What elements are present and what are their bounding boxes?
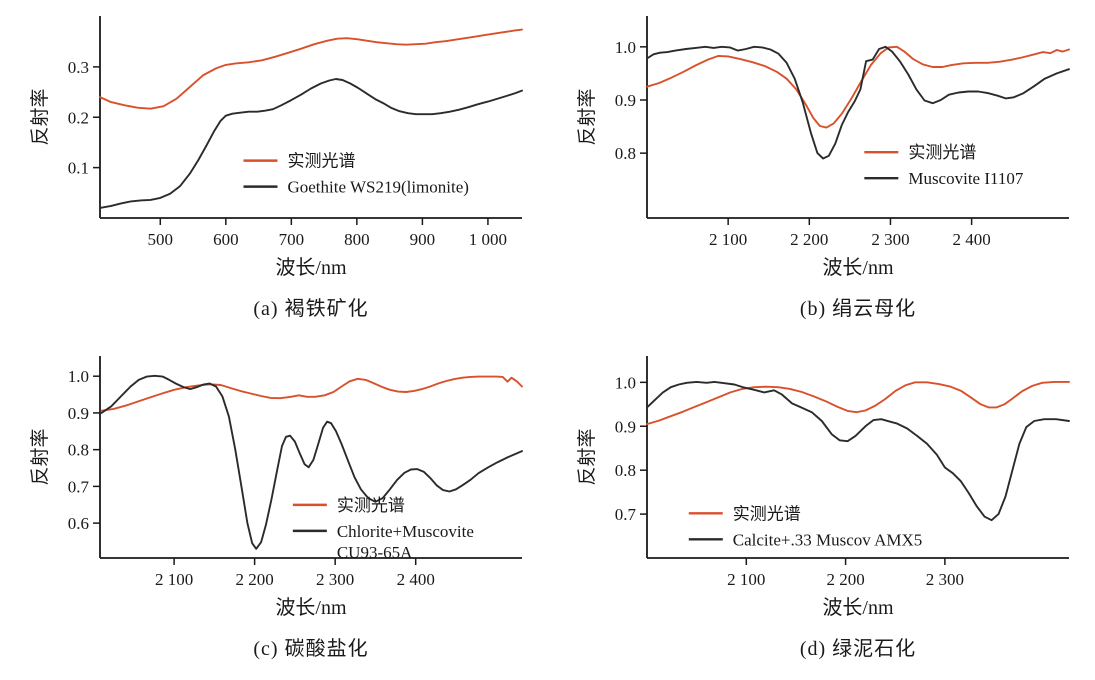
- y-axis-label: 反射率: [29, 88, 51, 145]
- chart-c-caption: (c) 碳酸盐化: [253, 638, 369, 660]
- x-tick-label: 600: [213, 230, 239, 249]
- y-tick-label: 1.0: [68, 367, 89, 386]
- series-line-measured: [99, 28, 523, 110]
- y-tick-label: 0.9: [615, 417, 636, 436]
- panel-b: 0.8 0.9 1.0 2 100 2 200 2 300 2 400 反射率波长/nm 实测光…: [547, 0, 1094, 340]
- legend-label: CU93-65A: [337, 543, 413, 562]
- series-line-measured: [100, 375, 523, 412]
- x-tick-label: 2 300: [316, 570, 354, 589]
- y-tick-label: 0.9: [68, 404, 89, 423]
- series-line-reference: [100, 374, 523, 550]
- y-tick-label: 0.2: [68, 108, 89, 127]
- series-line-measured: [646, 45, 1070, 129]
- y-tick-label: 0.7: [615, 505, 637, 524]
- x-tick-label: 2 400: [397, 570, 435, 589]
- y-axis-label: 反射率: [576, 428, 598, 485]
- legend-label: 实测光谱: [287, 152, 355, 171]
- y-tick-label: 0.6: [68, 514, 89, 533]
- x-tick-label: 800: [344, 230, 370, 249]
- y-axis-label: 反射率: [576, 88, 598, 145]
- chart-b-caption: (b) 绢云母化: [799, 298, 917, 320]
- panel-c: 0.6 0.7 0.8 0.9 1.0 2 100 2 200 2 300 2 400 反射率波长…: [0, 340, 547, 680]
- legend-label: Chlorite+Muscovite: [337, 522, 474, 541]
- legend-label: Muscovite I1107: [908, 169, 1024, 188]
- x-tick-label: 2 100: [727, 570, 765, 589]
- y-tick-label: 0.1: [68, 159, 89, 178]
- x-tick-label: 500: [148, 230, 174, 249]
- x-tick-label: 900: [410, 230, 436, 249]
- y-tick-label: 1.0: [615, 373, 636, 392]
- x-tick-label: 2 100: [155, 570, 193, 589]
- y-tick-label: 0.8: [615, 461, 636, 480]
- y-tick-label: 0.8: [68, 441, 89, 460]
- x-tick-label: 2 100: [709, 230, 747, 249]
- y-tick-label: 0.8: [615, 144, 636, 163]
- series-line-measured: [646, 380, 1070, 426]
- x-tick-label: 2 200: [790, 230, 828, 249]
- chart-c-canvas: 0.6 0.7 0.8 0.9 1.0 2 100 2 200 2 300 2 400 反射率波长…: [29, 356, 523, 619]
- x-tick-label: 1 000: [469, 230, 507, 249]
- x-tick-label: 700: [279, 230, 305, 249]
- x-axis-label: 波长/nm: [275, 256, 347, 279]
- y-tick-label: 0.7: [68, 477, 90, 496]
- x-tick-label: 2 300: [926, 570, 964, 589]
- series-line-reference: [646, 45, 1070, 160]
- x-axis-label: 波长/nm: [822, 596, 894, 619]
- legend-label: 实测光谱: [733, 504, 801, 523]
- x-tick-label: 2 400: [952, 230, 990, 249]
- x-tick-label: 2 200: [236, 570, 274, 589]
- chart-d-caption: (d) 绿泥石化: [799, 638, 917, 660]
- series-line-reference: [646, 380, 1070, 522]
- legend-label: 实测光谱: [908, 143, 976, 162]
- y-tick-label: 1.0: [615, 38, 636, 57]
- x-tick-label: 2 300: [871, 230, 909, 249]
- x-tick-label: 2 200: [826, 570, 864, 589]
- y-tick-label: 0.3: [68, 58, 89, 77]
- legend-label: Calcite+.33 Muscov AMX5: [733, 530, 923, 549]
- y-axis-label: 反射率: [29, 428, 51, 485]
- legend-label: Goethite WS219(limonite): [287, 178, 468, 197]
- x-axis-label: 波长/nm: [275, 596, 347, 619]
- series-line-reference: [99, 78, 523, 209]
- chart-a-caption: (a) 褐铁矿化: [253, 298, 369, 320]
- legend-label: 实测光谱: [337, 496, 405, 515]
- x-axis-label: 波长/nm: [822, 256, 894, 279]
- y-tick-label: 0.9: [615, 91, 636, 110]
- panel-d: 0.7 0.8 0.9 1.0 2 100 2 200 2 300 反射率波长/nm 实测光谱 C…: [547, 340, 1094, 680]
- panel-a: 0.1 0.2 0.3 500 600 700 800 900 1 000 反射率波长/nm 实测光…: [0, 0, 547, 340]
